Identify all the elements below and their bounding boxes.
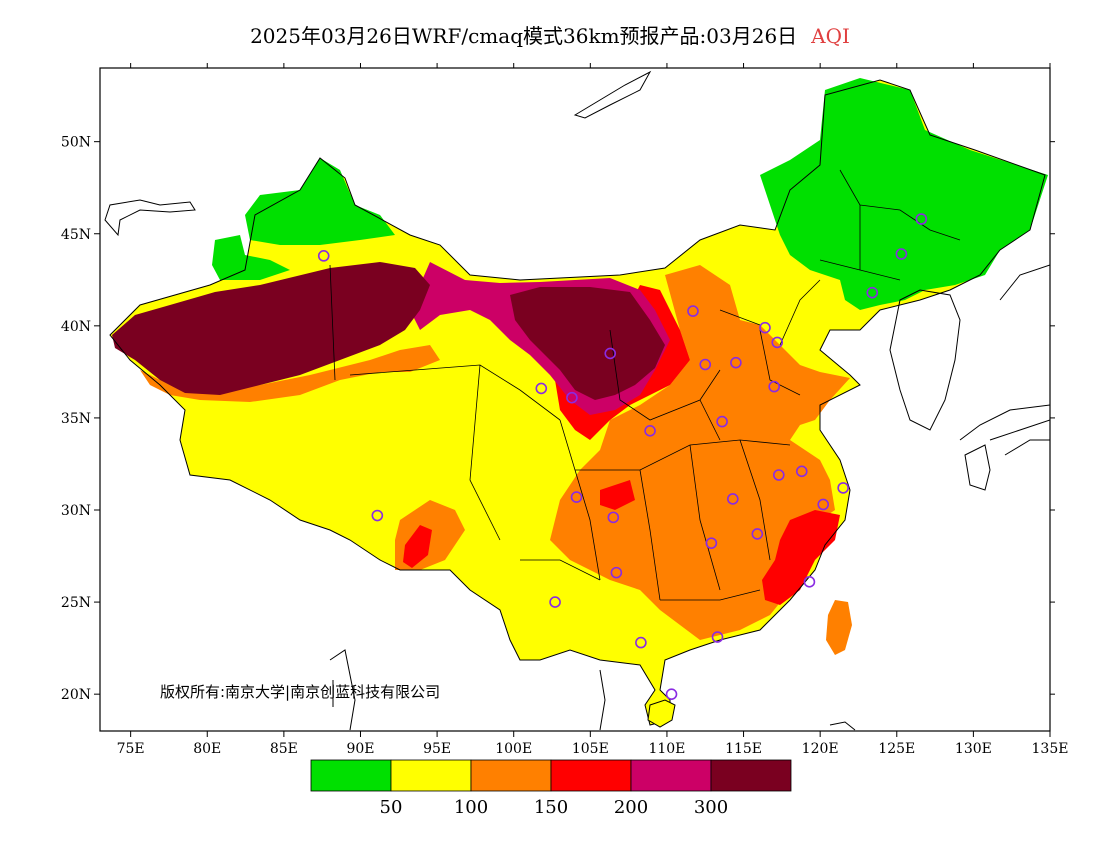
x-tick-label: 115E (725, 741, 762, 757)
station-marker (803, 576, 816, 588)
station-marker (570, 491, 583, 503)
aqi-zone-orange-west-rim (140, 345, 440, 402)
station-marker (716, 415, 728, 428)
aqi-zone-maroon-west (112, 262, 430, 395)
colorbar-swatch (470, 759, 552, 792)
aqi-zone-red-southeast (762, 510, 840, 605)
x-tick-label: 100E (495, 741, 532, 757)
station-marker (711, 631, 724, 643)
colorbar-label: 100 (454, 797, 488, 818)
station-marker (566, 391, 578, 404)
x-tick-label: 110E (648, 741, 685, 757)
copyright-text: 版权所有:南京大学|南京创蓝科技有限公司 (160, 683, 440, 701)
y-tick-label: 20N (61, 687, 91, 703)
hainan-island (647, 699, 676, 728)
map-title: 2025年03月26日WRF/cmaq模式36km预报产品:03月26日 AQI (0, 20, 1100, 49)
colorbar-swatch (710, 759, 792, 792)
x-tick-label: 85E (270, 741, 298, 757)
x-tick-label: 75E (117, 741, 145, 757)
station-marker (772, 469, 785, 481)
station-marker (768, 380, 780, 393)
x-tick-label: 130E (955, 741, 992, 757)
station-marker (665, 688, 678, 700)
station-marker (317, 250, 330, 262)
x-tick-label: 105E (572, 741, 609, 757)
station-marker (699, 358, 712, 371)
colorbar-swatch (630, 759, 712, 792)
station-marker (687, 305, 699, 317)
station-marker (610, 566, 623, 579)
y-tick-label: 30N (61, 503, 91, 519)
colorbar-swatch (310, 759, 392, 792)
x-tick-label: 135E (1032, 741, 1069, 757)
map-field (110, 78, 1048, 725)
x-tick-label: 125E (878, 741, 915, 757)
station-markers (317, 213, 928, 700)
china-outline (109, 79, 1046, 726)
station-marker (817, 498, 830, 511)
colorbar-swatch (390, 759, 472, 792)
station-marker (730, 356, 742, 369)
station-marker (604, 347, 617, 360)
x-tick-label: 80E (193, 741, 221, 757)
station-marker (759, 321, 771, 334)
colorbar-label: 50 (380, 797, 403, 818)
aqi-zone-orange-east (550, 265, 850, 640)
title-variable: AQI (811, 24, 850, 48)
sakhalin-coast (573, 70, 652, 119)
station-marker (727, 493, 739, 505)
station-marker (635, 636, 647, 649)
map-frame (99, 67, 1051, 732)
station-marker (795, 465, 808, 478)
x-tick-label: 120E (802, 741, 839, 757)
station-marker (535, 382, 548, 395)
colorbar-label: 200 (614, 797, 648, 818)
station-marker (751, 528, 764, 540)
station-marker (915, 213, 928, 225)
colorbar-label: 300 (694, 797, 728, 818)
station-marker (895, 248, 908, 260)
y-tick-label: 45N (61, 227, 91, 243)
province-lines (329, 169, 961, 601)
station-marker (705, 537, 718, 549)
station-marker (866, 286, 879, 299)
coast-korea-japan (889, 264, 1050, 491)
title-main: 2025年03月26日WRF/cmaq模式36km预报产品:03月26日 (250, 24, 798, 48)
aqi-zone-red-tibet (403, 525, 432, 568)
southeast-asia-coast (329, 649, 856, 731)
caspian-coast (104, 199, 196, 237)
axis-ticks: 75E 80E 85E 90E 95E 100E 105E 110E 115E 120E 125E 1… (61, 63, 1069, 757)
station-marker (644, 425, 656, 437)
aqi-zone-orange-taiwan (826, 600, 852, 655)
y-tick-label: 25N (61, 595, 91, 611)
y-tick-label: 35N (61, 411, 91, 427)
colorbar-label: 150 (534, 797, 568, 818)
station-marker (837, 482, 849, 494)
aqi-zone-maroon-central (510, 287, 665, 400)
x-tick-label: 95E (423, 741, 451, 757)
boundary-lines (104, 70, 1050, 731)
station-marker (549, 596, 561, 608)
aqi-zone-green-northeast (760, 78, 1048, 310)
y-tick-label: 40N (61, 319, 91, 335)
aqi-zone-green-northwest (245, 158, 395, 245)
station-marker (607, 511, 620, 524)
aqi-colorbar: 50 100 150 200 300 (310, 759, 792, 818)
station-marker (771, 336, 784, 349)
x-tick-label: 90E (346, 741, 374, 757)
y-tick-label: 50N (61, 135, 91, 151)
aqi-zone-green-west (212, 235, 290, 280)
station-marker (371, 509, 384, 522)
aqi-zone-red-sichuan (600, 480, 635, 510)
colorbar-swatch (550, 759, 632, 792)
